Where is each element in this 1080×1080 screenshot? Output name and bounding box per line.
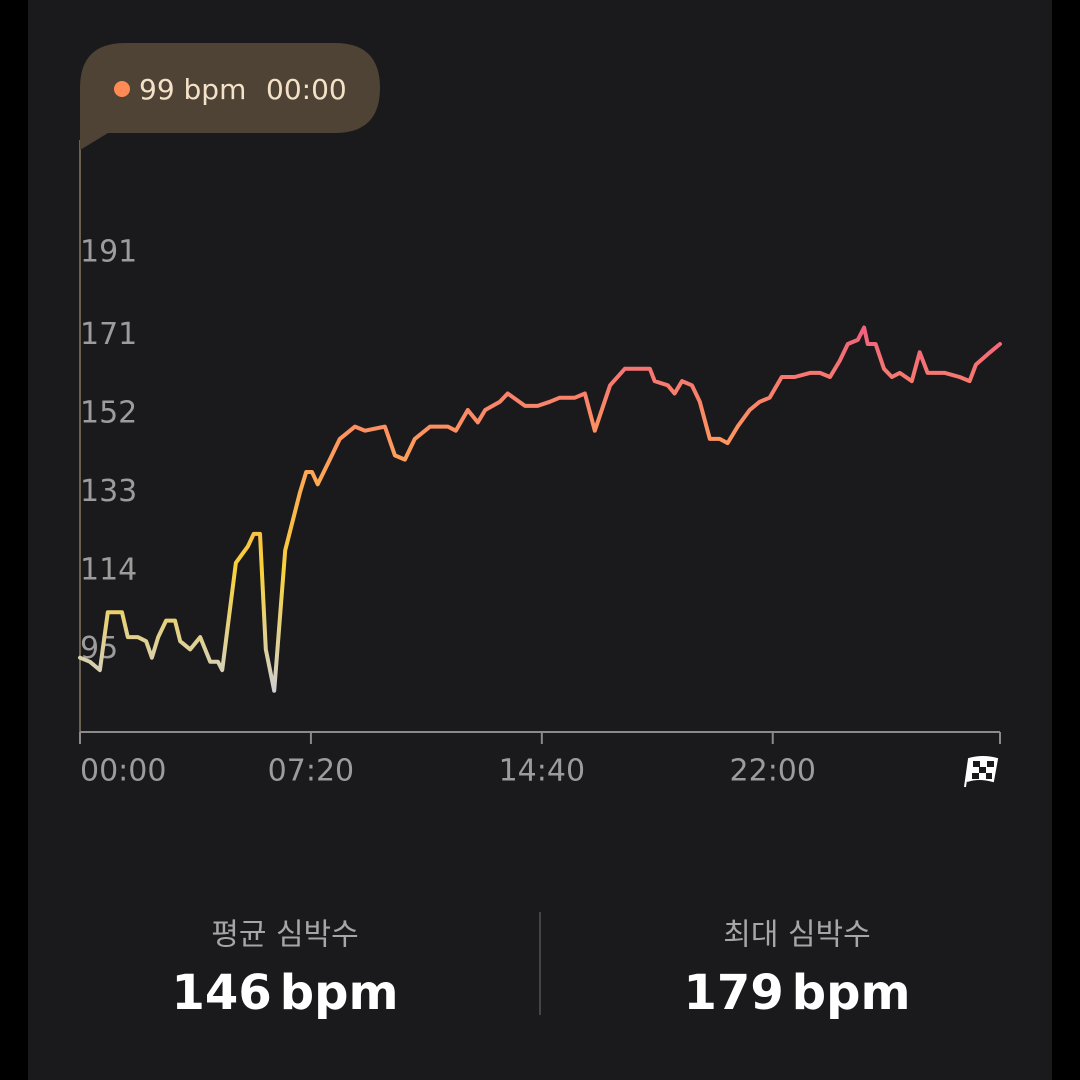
- finish-flag: [964, 756, 999, 788]
- x-tick-label: 00:00: [80, 754, 166, 789]
- stat-value: 179 bpm: [684, 965, 911, 1021]
- y-tick-label: 191: [80, 235, 137, 270]
- x-tick-label: 07:20: [268, 754, 354, 789]
- tooltip-value: 99 bpm: [139, 73, 246, 106]
- heart-rate-line: [78, 325, 1002, 693]
- tooltip-bubble: [80, 43, 380, 150]
- x-tick-label: 14:40: [499, 754, 585, 789]
- y-tick-label: 133: [80, 474, 137, 509]
- tooltip-dot: [114, 81, 130, 97]
- stat-number: 179: [684, 965, 784, 1021]
- stat-label: 평균 심박수: [211, 918, 359, 953]
- tooltip-time: 00:00: [266, 73, 347, 106]
- stat-value: 146 bpm: [172, 965, 399, 1021]
- stat-number: 146: [172, 965, 272, 1021]
- x-tick-label: 22:00: [730, 754, 816, 789]
- y-tick-label: 171: [80, 317, 137, 352]
- stat-label: 최대 심박수: [723, 918, 871, 953]
- card: [28, 0, 1052, 1080]
- stat-unit: bpm: [792, 965, 911, 1021]
- stat-unit: bpm: [280, 965, 399, 1021]
- y-tick-label: 114: [80, 553, 137, 588]
- y-tick-label: 152: [80, 396, 137, 431]
